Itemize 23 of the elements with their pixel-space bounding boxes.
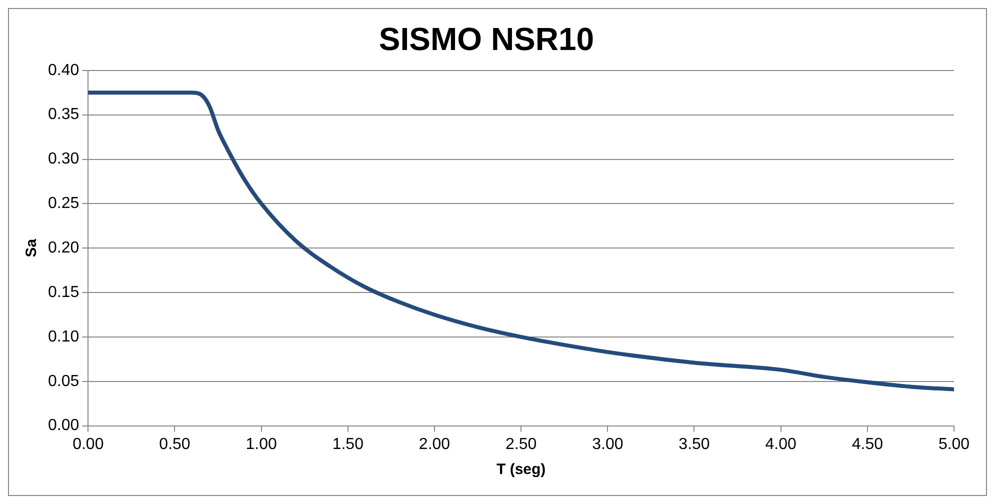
x-tick-label: 2.00: [418, 436, 450, 453]
x-axis-title: T (seg): [496, 461, 546, 478]
x-tick-label: 4.50: [852, 436, 884, 453]
y-tick-label: 0.15: [48, 284, 80, 301]
x-tick-label: 5.00: [938, 436, 970, 453]
x-tick-label: 0.50: [159, 436, 190, 453]
y-tick-label: 0.25: [48, 195, 80, 212]
x-tick-label: 2.50: [506, 436, 537, 453]
y-tick-label: 0.00: [48, 417, 80, 434]
y-axis-title: Sa: [23, 238, 40, 258]
x-tick-label: 3.00: [592, 436, 624, 453]
x-tick-label: 0.00: [72, 436, 104, 453]
chart-title: SISMO NSR10: [378, 21, 594, 58]
x-tick-label: 4.00: [765, 436, 796, 453]
y-tick-label: 0.05: [48, 372, 80, 390]
y-tick-label: 0.30: [48, 150, 80, 168]
y-tick-label: 0.10: [48, 328, 80, 346]
y-tick-label: 0.40: [48, 62, 80, 79]
x-tick-label: 3.50: [678, 436, 710, 453]
y-tick-label: 0.35: [48, 106, 80, 124]
x-tick-label: 1.00: [246, 436, 277, 453]
x-tick-label: 1.50: [332, 436, 364, 453]
y-tick-label: 0.20: [48, 240, 80, 257]
